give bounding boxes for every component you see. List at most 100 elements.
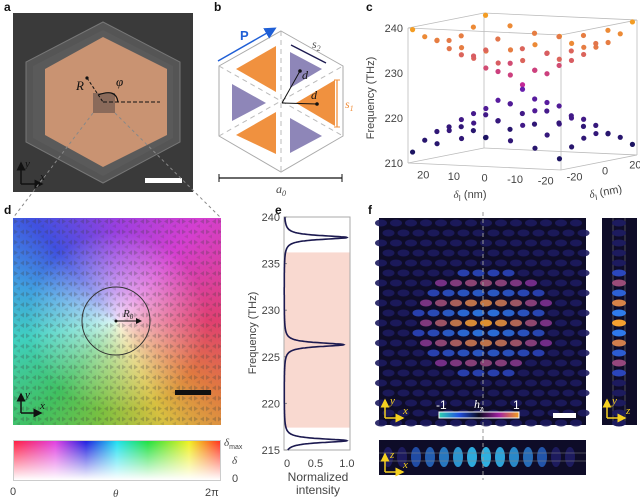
- axis-box-edge: [560, 154, 638, 171]
- lower-band-point: [495, 118, 501, 124]
- upper-band-point: [617, 31, 623, 37]
- field-lobe: [480, 259, 492, 267]
- field-lobe: [510, 419, 522, 427]
- y-tick-label: -20: [567, 172, 583, 184]
- field-lobe: [457, 289, 470, 297]
- field-lobe: [397, 447, 407, 467]
- e-ylabel: Frequency (THz): [247, 292, 259, 375]
- upper-band-point: [568, 48, 574, 54]
- field-lobe: [375, 339, 387, 347]
- lower-band-point: [458, 116, 464, 123]
- field-lobe: [540, 239, 552, 247]
- field-lobe: [405, 379, 417, 387]
- field-lobe: [502, 229, 515, 237]
- field-lobe: [577, 249, 590, 257]
- d-label: d: [311, 88, 318, 102]
- field-lobe: [555, 239, 567, 247]
- field-lobe: [420, 299, 432, 307]
- field-lobe: [577, 389, 590, 397]
- field-lobe: [547, 269, 560, 277]
- field-lobe: [547, 289, 560, 297]
- lower-band-point: [544, 99, 550, 106]
- polarization-arrow: [217, 27, 277, 62]
- x-tick-label: 0: [284, 458, 290, 470]
- field-lobe: [612, 419, 626, 427]
- field-lobe: [612, 369, 626, 377]
- field-lobe: [570, 399, 582, 407]
- y-tick-label: 220: [262, 398, 280, 410]
- field-lobe: [420, 399, 432, 407]
- field-lobe: [412, 369, 425, 377]
- field-lobe: [412, 289, 425, 297]
- field-lobe: [405, 419, 417, 427]
- field-lobe: [510, 259, 522, 267]
- field-lobe: [465, 379, 477, 387]
- field-lobe: [420, 339, 432, 347]
- field-lobe: [487, 229, 500, 237]
- svg-text:y: y: [24, 158, 30, 170]
- z-tick-label: 210: [385, 158, 403, 170]
- zoom-region: [93, 93, 115, 113]
- upper-band-point: [495, 68, 501, 75]
- field-lobe: [487, 329, 500, 337]
- svg-text:x: x: [39, 171, 45, 183]
- field-lobe: [390, 379, 402, 387]
- field-lobe: [405, 359, 417, 367]
- field-lobe: [390, 279, 402, 287]
- upper-band-point: [532, 42, 538, 48]
- field-lobe: [465, 219, 477, 227]
- field-lobe: [435, 259, 447, 267]
- field-lobe: [612, 329, 626, 337]
- y-tick-label: 235: [262, 259, 280, 271]
- field-lobe: [465, 279, 477, 287]
- field-lobe: [502, 309, 515, 317]
- lower-band-point: [507, 101, 513, 107]
- field-lobe: [465, 239, 477, 247]
- axis-box-edge: [407, 12, 485, 29]
- field-lobe: [480, 219, 492, 227]
- field-lobe: [390, 419, 402, 427]
- field-lobe: [405, 339, 417, 347]
- lower-band-point: [471, 120, 477, 126]
- upper-band-point: [483, 65, 489, 71]
- field-lobe: [397, 369, 410, 377]
- field-lobe: [382, 369, 395, 377]
- field-lobe: [472, 249, 485, 257]
- field-lobe: [427, 389, 440, 397]
- field-lobe: [525, 339, 537, 347]
- svg-text:x: x: [402, 459, 408, 471]
- field-lobe: [375, 279, 387, 287]
- field-lobe: [425, 447, 435, 467]
- panel-label-b: b: [214, 0, 221, 14]
- upper-band-point: [422, 34, 428, 40]
- lower-band-point: [629, 141, 636, 147]
- lower-band-point: [556, 103, 562, 109]
- field-lobe: [487, 309, 500, 317]
- x-tick-label: 0: [481, 173, 487, 185]
- field-lobe: [532, 349, 545, 357]
- field-lobe: [540, 219, 552, 227]
- field-lobe: [405, 279, 417, 287]
- field-lobe: [435, 399, 447, 407]
- band-structure-3d-plot: 240 230 220 210 20 10 0 -10 -20 -20 0 20: [385, 12, 640, 187]
- angle-label: φ: [116, 74, 123, 89]
- field-lobe: [570, 339, 582, 347]
- field-lobe: [612, 269, 626, 277]
- field-lobe: [612, 379, 626, 387]
- field-lobe: [405, 219, 417, 227]
- field-lobe: [495, 219, 507, 227]
- field-lobe: [375, 219, 387, 227]
- field-lobe: [517, 409, 530, 417]
- upper-band-point: [593, 44, 599, 50]
- svg-text:z: z: [389, 449, 395, 461]
- upper-band-point: [605, 27, 611, 33]
- scale-bar: [175, 390, 211, 395]
- field-lobe: [612, 319, 626, 327]
- field-lobe: [472, 309, 485, 317]
- scale-bar: [145, 178, 182, 183]
- lower-band-point: [581, 116, 587, 122]
- field-lobe: [577, 229, 590, 237]
- field-lobe: [420, 359, 432, 367]
- field-lobe: [427, 369, 440, 377]
